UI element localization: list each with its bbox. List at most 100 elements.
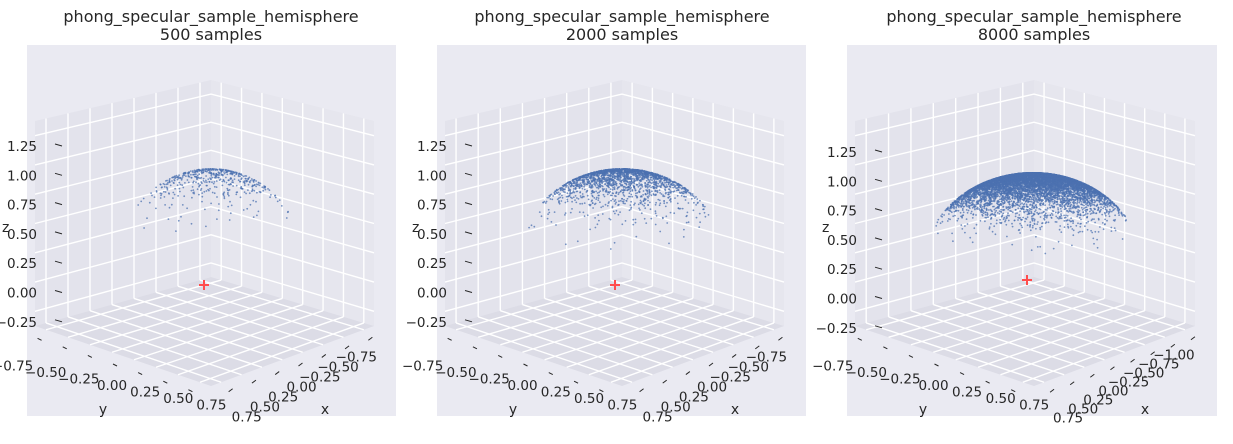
scatter-point	[685, 221, 688, 224]
scatter-point	[646, 192, 649, 195]
x-tick-label: 0.50	[250, 400, 280, 416]
scatter-point	[674, 184, 677, 187]
scatter-point	[195, 173, 197, 176]
gridline	[444, 121, 785, 166]
scatter-point	[558, 200, 560, 202]
scatter-point	[211, 191, 214, 194]
scatter-point	[187, 181, 190, 184]
scatter-point	[583, 195, 585, 198]
y-tick-label: −0.25	[469, 371, 510, 387]
scatter-point	[228, 189, 231, 191]
scatter-point	[617, 213, 620, 216]
scatter-point	[163, 186, 166, 188]
scatter-point	[174, 176, 177, 179]
scatter-point	[664, 205, 667, 208]
scatter-point	[227, 170, 229, 173]
z-tick-mark	[464, 231, 473, 235]
scatter-point	[581, 176, 583, 179]
scatter-point	[660, 184, 663, 186]
scatter-point	[583, 188, 586, 191]
scatter-point	[212, 182, 215, 185]
z-tick-mark	[464, 202, 473, 206]
scatter-point	[206, 169, 209, 172]
scatter-point	[643, 172, 646, 175]
scatter-point	[205, 190, 208, 192]
scatter-point	[610, 199, 612, 202]
scatter-point	[255, 183, 258, 186]
scatter-point	[212, 172, 215, 175]
scatter-points	[935, 172, 1127, 255]
scatter-point	[228, 179, 230, 182]
scatter-point	[635, 173, 638, 176]
scatter-point	[704, 215, 707, 218]
scatter-point	[590, 192, 593, 195]
scatter-point	[252, 216, 255, 219]
scatter-point	[566, 198, 569, 201]
scatter-point	[237, 174, 240, 176]
scatter-point	[190, 176, 193, 179]
scatter-point	[703, 205, 706, 208]
scatter-point	[180, 215, 182, 218]
scatter-point	[573, 188, 575, 190]
z-axis-label: z	[2, 220, 9, 236]
scatter-point	[613, 200, 616, 203]
scatter-point	[232, 185, 235, 187]
gridline	[854, 93, 1196, 137]
x-tick-label: −1.00	[1153, 347, 1194, 363]
scatter-point	[1051, 214, 1054, 216]
scatter-point	[613, 241, 616, 244]
scatter-point	[597, 194, 600, 197]
scatter-point	[615, 181, 617, 183]
scatter-point	[637, 203, 640, 206]
scatter-point	[666, 222, 669, 224]
scatter-point	[690, 194, 692, 196]
y-tick-label: 0.25	[952, 385, 982, 401]
scatter-point	[566, 184, 568, 187]
scatter-point	[597, 175, 600, 178]
scatter-point	[672, 186, 674, 189]
scatter-point	[1033, 219, 1036, 222]
scatter-point	[686, 211, 689, 214]
chart-title: phong_specular_sample_hemisphere	[63, 7, 358, 27]
scatter-point	[1028, 210, 1031, 212]
scatter-point	[562, 188, 564, 191]
scatter-point	[1044, 252, 1047, 255]
scatter-point	[249, 203, 252, 206]
scatter-point	[569, 196, 572, 199]
scatter-point	[570, 183, 573, 185]
gridline	[34, 205, 375, 254]
x-tick-label: −0.25	[1108, 374, 1149, 390]
scatter-point	[211, 181, 213, 184]
scatter-point	[962, 211, 965, 214]
scatter-point	[698, 226, 701, 229]
scatter-point	[658, 181, 661, 184]
scatter-point	[655, 201, 657, 204]
scatter-point	[625, 168, 628, 171]
scatter-point	[603, 178, 606, 181]
scatter-point	[618, 191, 620, 194]
scatter-point	[1083, 214, 1086, 216]
scatter-point	[1091, 231, 1094, 234]
scatter-point	[669, 211, 672, 214]
scatter-point	[665, 180, 668, 182]
scatter-point	[557, 197, 560, 200]
scatter-point	[240, 178, 243, 181]
scatter-point	[638, 176, 640, 179]
scatter-point	[165, 180, 167, 182]
scatter-point	[646, 191, 649, 193]
scatter-point	[190, 222, 193, 225]
scatter-point	[638, 182, 641, 185]
y-tick-mark	[87, 354, 93, 358]
y-tick-label: −0.50	[846, 365, 887, 381]
scatter-point	[650, 217, 653, 220]
scatter-point	[598, 185, 601, 188]
scatter-point	[595, 198, 598, 201]
scatter-point	[641, 203, 644, 206]
scatter-point	[644, 170, 647, 173]
scatter-point	[268, 189, 271, 192]
scatter-point	[261, 186, 264, 189]
scatter-point	[236, 191, 239, 194]
gridline	[854, 234, 1196, 283]
scatter-point	[188, 171, 190, 174]
y-tick-mark	[472, 346, 478, 350]
